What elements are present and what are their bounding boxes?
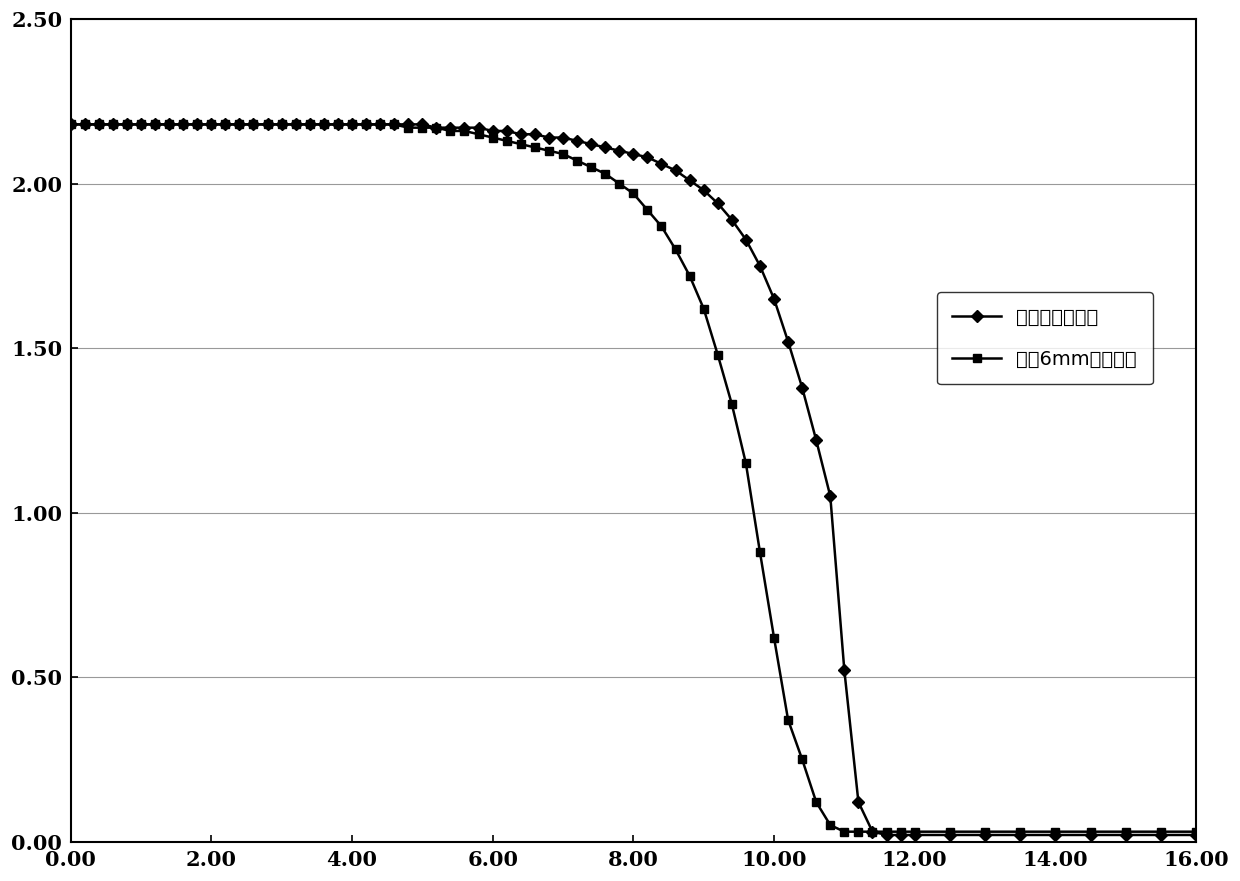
中心点扩展电阵 xyxy=(387,119,402,130)
中心点扩展电阵 xyxy=(611,145,626,156)
距辶6mm扩展电阵 xyxy=(134,119,149,130)
中心点扩展电阵 xyxy=(879,830,894,840)
中心点扩展电阵 xyxy=(134,119,149,130)
中心点扩展电阵 xyxy=(63,119,78,130)
中心点扩展电阵 xyxy=(1153,830,1168,840)
距辶6mm扩展电阵 xyxy=(1153,826,1168,837)
中心点扩展电阵 xyxy=(373,119,388,130)
Line: 距辶6mm扩展电阵: 距辶6mm扩展电阵 xyxy=(67,120,1200,836)
距辶6mm扩展电阵 xyxy=(387,119,402,130)
Line: 中心点扩展电阵: 中心点扩展电阵 xyxy=(67,120,1200,839)
Legend: 中心点扩展电阵, 距辶6mm扩展电阵: 中心点扩展电阵, 距辶6mm扩展电阵 xyxy=(936,292,1153,384)
中心点扩展电阵 xyxy=(246,119,260,130)
距辶6mm扩展电阵 xyxy=(1189,826,1204,837)
距辶6mm扩展电阵 xyxy=(63,119,78,130)
距辶6mm扩展电阵 xyxy=(373,119,388,130)
距辶6mm扩展电阵 xyxy=(246,119,260,130)
距辶6mm扩展电阵 xyxy=(837,826,852,837)
距辶6mm扩展电阵 xyxy=(611,178,626,189)
中心点扩展电阵 xyxy=(1189,830,1204,840)
